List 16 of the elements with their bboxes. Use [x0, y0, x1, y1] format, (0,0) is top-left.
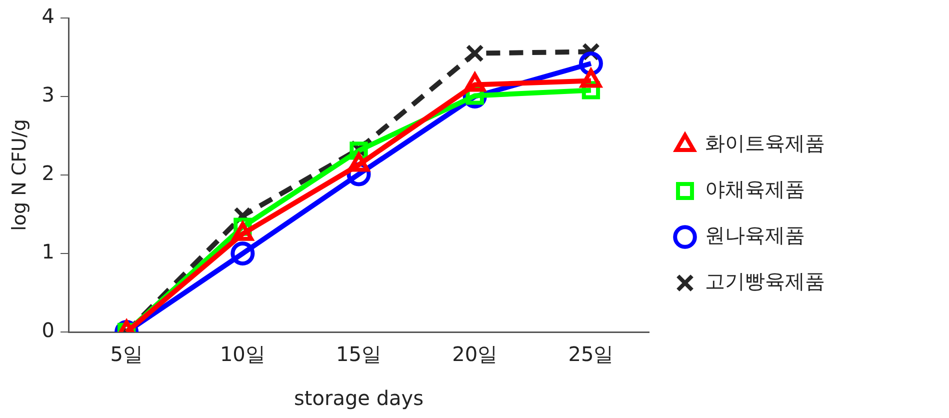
legend-label: 야채육제품: [705, 177, 805, 202]
legend-label: 고기빵육제품: [705, 269, 825, 294]
y-tick-label: 2: [42, 161, 55, 186]
x-axis-title: storage days: [294, 386, 424, 410]
x-tick-label: 5일: [110, 342, 143, 366]
legend-label: 화이트육제품: [705, 131, 825, 156]
y-axis-title: log N CFU/g: [8, 119, 30, 231]
x-tick-label: 25일: [568, 342, 614, 366]
legend-label: 원나육제품: [705, 223, 805, 248]
y-tick-label: 3: [42, 82, 55, 107]
y-tick-label: 4: [42, 4, 55, 28]
x-tick-label: 15일: [336, 342, 382, 366]
x-tick-label: 20일: [452, 342, 498, 366]
y-tick-label: 1: [42, 240, 55, 264]
y-tick-label: 0: [42, 318, 55, 342]
x-tick-label: 10일: [220, 342, 266, 366]
